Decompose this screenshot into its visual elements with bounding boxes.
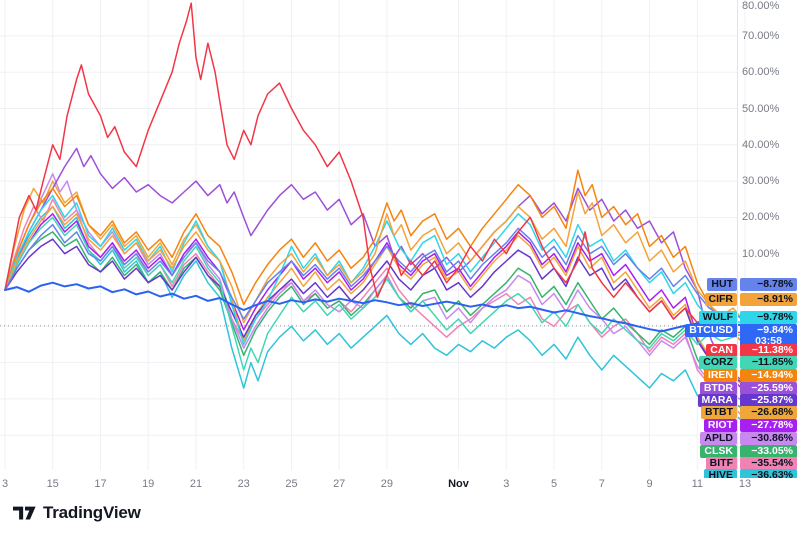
y-axis-label: 20.00% <box>742 211 780 224</box>
price-label-hut: HUT −8.78% <box>707 278 797 291</box>
x-axis-label: 19 <box>142 478 155 490</box>
series-line-iren[interactable] <box>4 169 746 345</box>
value-chip: −8.78% <box>740 278 797 291</box>
ticker-chip: CORZ <box>699 356 737 369</box>
series-line-cifr[interactable] <box>4 191 746 324</box>
y-axis-label: 30.00% <box>742 175 780 188</box>
series-line-btbt[interactable] <box>4 180 746 388</box>
x-axis-label: 27 <box>333 478 346 490</box>
series-line-hut[interactable] <box>4 223 746 323</box>
ticker-chip: WULF <box>698 311 737 324</box>
x-axis-label: 23 <box>237 478 250 490</box>
series-line-corz[interactable] <box>4 216 746 371</box>
x-axis-label: 17 <box>94 478 107 490</box>
value-chip: −25.87% <box>740 394 797 407</box>
tradingview-logo-mark <box>13 506 36 519</box>
value-chip: −36.63% <box>740 469 797 478</box>
value-chip: −26.68% <box>740 406 797 419</box>
bottom-time-axis[interactable]: 3 15 17 19 21 23 25 27 29 Nov 3 5 7 9 11 13 <box>0 470 800 502</box>
series-line-mara[interactable] <box>4 238 746 385</box>
ticker-chip: IREN <box>703 369 737 382</box>
x-axis-label-month: Nov <box>448 478 469 490</box>
price-label-apld: APLD −30.86% <box>700 432 797 445</box>
price-label-mara: MARA −25.87% <box>697 394 797 407</box>
series-line-btcusd[interactable] <box>4 281 746 333</box>
ticker-chip: BTCUSD <box>685 324 737 337</box>
tradingview-logo[interactable]: TradingView <box>13 503 141 523</box>
x-axis-label: 5 <box>550 478 558 490</box>
price-label-wulf: WULF −9.78% <box>698 311 797 324</box>
x-axis-label: 3 <box>503 478 510 490</box>
price-label-hive: HIVE −36.63% <box>704 469 797 478</box>
right-price-axis[interactable]: 80.00% 70.00% 60.00% 50.00% 40.00% 30.00% 20.0… <box>0 0 800 478</box>
price-label-bitf: BITF −35.54% <box>705 457 797 470</box>
value-chip: −25.59% <box>740 382 797 395</box>
ticker-chip: BTDR <box>699 382 737 395</box>
y-axis-label: 60.00% <box>742 66 780 79</box>
value-chip: −11.85% <box>740 356 797 369</box>
price-label-corz: CORZ −11.85% <box>699 356 797 369</box>
x-axis-label: 11 <box>691 478 704 490</box>
x-axis-label: 15 <box>46 478 59 490</box>
x-axis-label: 25 <box>285 478 298 490</box>
price-label-iren: IREN −14.94% <box>703 369 797 382</box>
value-chip: −14.94% <box>740 369 797 382</box>
ticker-chip: APLD <box>700 432 737 445</box>
ticker-chip: CAN <box>706 344 737 357</box>
y-axis-label: 50.00% <box>742 102 780 115</box>
y-axis-label: 40.00% <box>742 138 780 151</box>
value-chip: −33.05% <box>740 445 797 458</box>
x-axis-label: 29 <box>380 478 394 490</box>
ticker-chip: BTBT <box>701 406 737 419</box>
ticker-chip: HUT <box>707 278 737 291</box>
y-axis-label: 80.00% <box>742 0 780 12</box>
x-axis-label: 3 <box>1 478 9 490</box>
x-axis-label: 13 <box>738 478 752 490</box>
ticker-chip: RIOT <box>703 419 737 432</box>
price-label-riot: RIOT −27.78% <box>703 419 797 432</box>
y-axis-label: 10.00% <box>742 247 780 260</box>
price-label-can: CAN −11.38% <box>706 344 797 357</box>
y-axis-label: 70.00% <box>742 29 780 42</box>
value-chip: −11.38% <box>740 344 797 357</box>
ticker-chip: CIFR <box>704 293 737 306</box>
price-label-clsk: CLSK −33.05% <box>700 445 797 458</box>
price-label-btbt: BTBT −26.68% <box>701 406 797 419</box>
ticker-chip: BITF <box>705 457 737 470</box>
value-chip: −9.78% <box>740 311 797 324</box>
countdown-timer: 03:58 <box>755 335 782 347</box>
price-label-btdr: BTDR −25.59% <box>699 382 797 395</box>
x-axis-label: 7 <box>598 478 605 490</box>
ticker-chip: HIVE <box>704 469 737 478</box>
price-label-btcusd: BTCUSD −9.84% 03:58 <box>685 324 797 348</box>
series-line-hive[interactable] <box>4 205 746 424</box>
series-line-apld[interactable] <box>4 173 746 403</box>
ticker-chip: MARA <box>697 394 737 407</box>
tradingview-logo-text: TradingView <box>43 503 141 522</box>
value-chip: −35.54% <box>740 457 797 470</box>
value-chip: −27.78% <box>740 419 797 432</box>
x-axis-label: 21 <box>189 478 203 490</box>
price-label-cifr: CIFR −8.91% <box>704 293 797 306</box>
series-line-wulf[interactable] <box>4 194 746 346</box>
value-chip: −8.91% <box>740 293 797 306</box>
ticker-chip: CLSK <box>700 445 737 458</box>
value-chip: −30.86% <box>740 432 797 445</box>
x-axis-label: 9 <box>646 478 653 490</box>
chart-canvas[interactable] <box>0 0 800 470</box>
series-line-btdr[interactable] <box>4 147 746 384</box>
series-line-can[interactable] <box>4 2 746 335</box>
